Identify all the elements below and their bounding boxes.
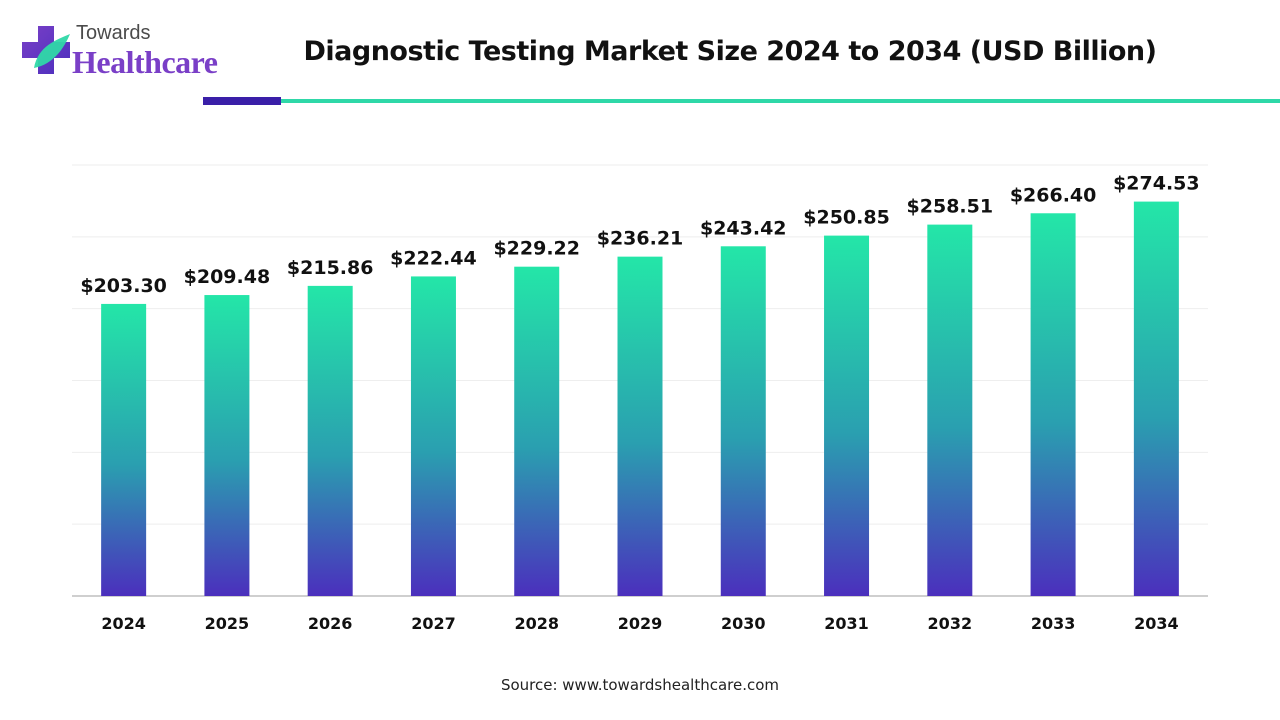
brand-top-text: Towards <box>76 22 151 44</box>
data-label-2027: $222.44 <box>390 247 477 269</box>
data-label-2025: $209.48 <box>184 266 271 288</box>
header-rule-teal <box>281 99 1280 103</box>
x-tick-label-2026: 2026 <box>308 614 353 633</box>
bar-2031 <box>824 235 870 596</box>
x-tick-label-2029: 2029 <box>618 614 663 633</box>
x-tick-label-2030: 2030 <box>721 614 766 633</box>
data-label-2026: $215.86 <box>287 257 374 279</box>
data-label-2024: $203.30 <box>80 275 167 297</box>
source-note: Source: www.towardshealthcare.com <box>500 676 780 694</box>
medical-cross-leaf-icon <box>22 26 70 74</box>
x-tick-label-2028: 2028 <box>514 614 559 633</box>
bar-2029 <box>617 256 663 596</box>
data-label-2032: $258.51 <box>907 196 994 218</box>
bar-2030 <box>720 246 766 596</box>
brand-main-text: Healthcare <box>72 44 218 80</box>
bar-2033 <box>1030 213 1076 596</box>
x-tick-label-2031: 2031 <box>824 614 869 633</box>
bar-2027 <box>410 276 456 596</box>
data-label-2030: $243.42 <box>700 217 787 239</box>
x-tick-label-2033: 2033 <box>1031 614 1076 633</box>
bar-2032 <box>927 224 973 596</box>
bar-2026 <box>307 285 353 596</box>
data-label-2028: $229.22 <box>493 238 580 260</box>
data-label-2033: $266.40 <box>1010 184 1097 206</box>
bar-2025 <box>204 295 250 596</box>
bar-2024 <box>101 303 147 596</box>
data-label-2029: $236.21 <box>597 228 684 250</box>
data-label-2034: $274.53 <box>1113 173 1200 195</box>
bar-2028 <box>514 266 560 596</box>
data-label-2031: $250.85 <box>803 207 890 229</box>
x-tick-label-2034: 2034 <box>1134 614 1179 633</box>
x-tick-label-2025: 2025 <box>205 614 250 633</box>
x-tick-label-2024: 2024 <box>101 614 146 633</box>
header-rule-dark <box>203 97 281 105</box>
x-tick-label-2027: 2027 <box>411 614 456 633</box>
brand-logo: Towards Healthcare <box>20 20 240 90</box>
chart-title: Diagnostic Testing Market Size 2024 to 2… <box>303 36 1157 67</box>
x-tick-label-2032: 2032 <box>928 614 973 633</box>
bar-2034 <box>1133 201 1179 596</box>
